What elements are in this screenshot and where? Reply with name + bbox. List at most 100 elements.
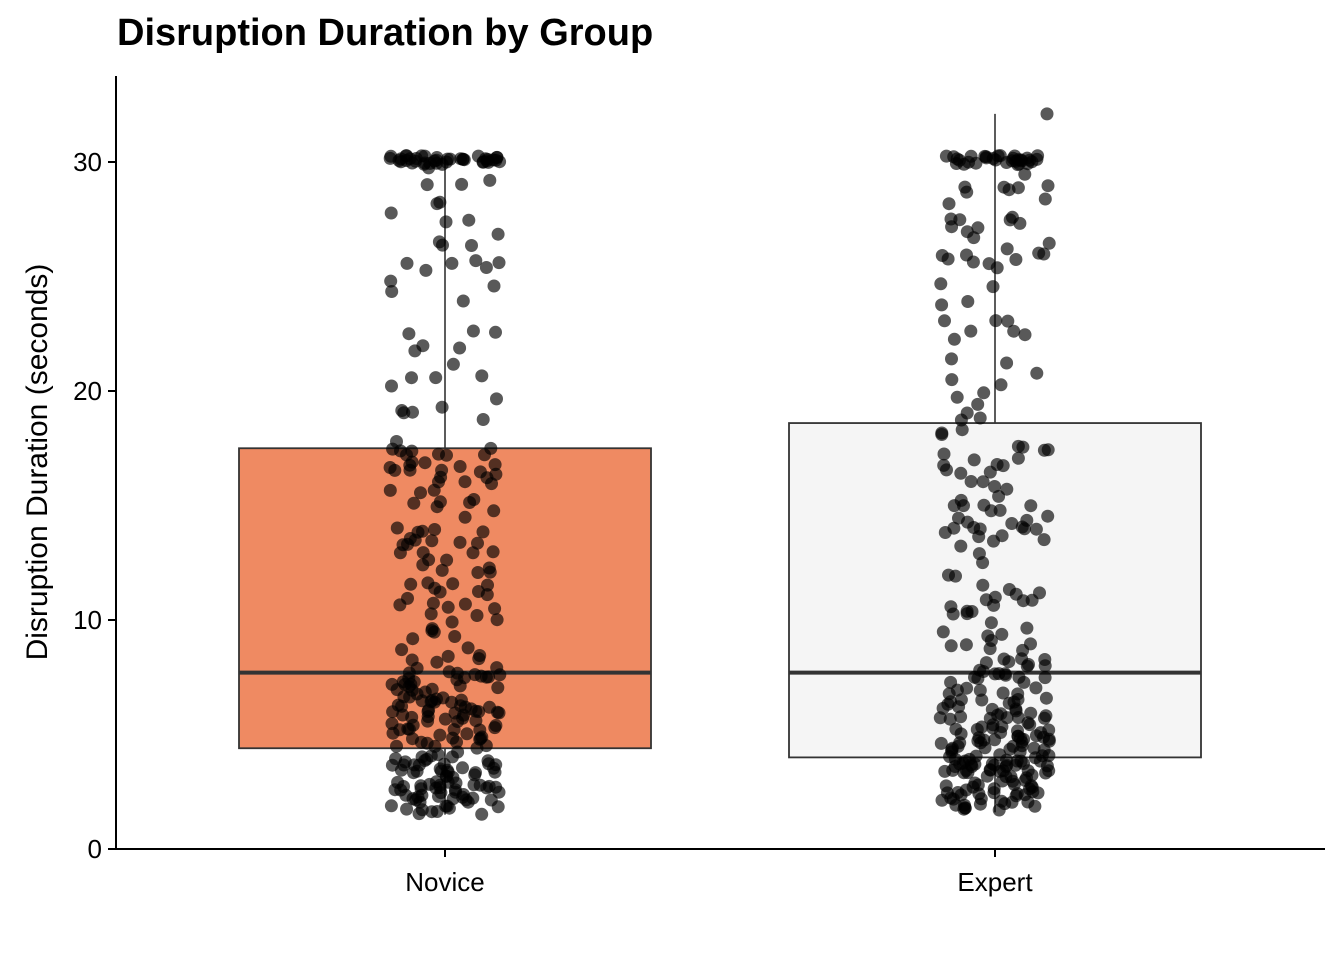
novice-data-point xyxy=(446,357,460,371)
novice-data-point xyxy=(443,152,457,166)
novice-data-point xyxy=(394,155,408,169)
expert-data-point xyxy=(986,280,1000,294)
novice-data-point xyxy=(434,470,448,484)
expert-data-point xyxy=(1024,706,1038,720)
novice-data-point xyxy=(430,500,444,514)
expert-data-point xyxy=(942,197,956,211)
novice-data-point xyxy=(429,371,443,385)
jitter-points-layer xyxy=(383,107,1056,821)
expert-data-point xyxy=(1005,517,1019,530)
expert-box xyxy=(788,422,1202,759)
novice-data-point xyxy=(448,630,462,643)
expert-data-point xyxy=(964,475,978,488)
expert-data-point xyxy=(937,458,951,472)
expert-data-point xyxy=(1041,509,1055,523)
novice-data-point xyxy=(479,261,493,274)
novice-data-point xyxy=(395,404,409,417)
expert-data-point xyxy=(1030,366,1044,380)
novice-data-point xyxy=(459,793,473,807)
expert-data-point xyxy=(969,749,983,763)
expert-data-point xyxy=(1011,451,1025,465)
novice-data-point xyxy=(468,668,482,682)
expert-data-point xyxy=(943,712,957,726)
novice-data-point xyxy=(384,149,398,163)
novice-data-point xyxy=(469,714,483,728)
novice-data-point xyxy=(476,155,490,169)
novice-data-point xyxy=(471,566,485,579)
novice-data-point xyxy=(473,465,487,479)
x-tick-label-expert: Expert xyxy=(957,867,1033,897)
expert-data-point xyxy=(934,277,948,291)
novice-data-point xyxy=(384,274,398,288)
expert-data-point xyxy=(1011,181,1025,195)
novice-data-point xyxy=(446,577,460,591)
novice-data-point xyxy=(402,327,416,341)
expert-data-point xyxy=(960,681,974,695)
expert-data-point xyxy=(945,220,959,234)
novice-data-point xyxy=(416,546,430,560)
novice-data-point xyxy=(402,666,416,680)
expert-data-point xyxy=(1022,658,1035,671)
novice-data-point xyxy=(405,653,419,667)
novice-data-point xyxy=(401,591,414,605)
expert-data-point xyxy=(1011,439,1025,453)
expert-max-point xyxy=(1040,107,1054,121)
expert-data-point xyxy=(997,180,1011,194)
novice-data-point xyxy=(441,649,455,663)
novice-data-point xyxy=(490,392,503,406)
novice-data-point xyxy=(468,768,482,782)
chart-title: Disruption Duration by Group xyxy=(117,12,654,54)
novice-data-point xyxy=(425,534,439,548)
novice-data-point xyxy=(390,521,404,535)
expert-data-point xyxy=(1016,643,1030,657)
expert-data-point xyxy=(938,764,952,778)
expert-data-point xyxy=(1032,246,1046,260)
expert-data-point xyxy=(1000,482,1014,496)
novice-data-point xyxy=(458,475,472,489)
novice-data-point xyxy=(424,607,438,621)
expert-data-point xyxy=(1000,242,1014,256)
novice-data-point xyxy=(491,681,505,695)
expert-data-point xyxy=(957,499,970,513)
expert-data-point xyxy=(938,314,951,328)
novice-data-point xyxy=(433,728,447,742)
novice-data-point xyxy=(391,775,405,789)
expert-data-point xyxy=(939,149,953,163)
novice-data-point xyxy=(385,379,398,393)
novice-data-point xyxy=(487,279,501,293)
novice-data-point xyxy=(414,486,427,500)
expert-data-point xyxy=(934,736,948,750)
novice-data-point xyxy=(421,710,435,724)
novice-data-point xyxy=(441,600,455,614)
expert-data-point xyxy=(1023,718,1037,732)
expert-data-point xyxy=(994,707,1008,721)
expert-data-point xyxy=(1041,179,1055,193)
novice-data-point xyxy=(469,254,483,268)
expert-data-point xyxy=(1017,757,1030,770)
expert-data-point xyxy=(1025,768,1039,782)
novice-data-point xyxy=(403,690,417,704)
novice-data-point xyxy=(490,613,504,627)
novice-data-point xyxy=(482,779,496,793)
novice-data-point xyxy=(475,807,489,821)
expert-data-point xyxy=(971,734,985,748)
novice-data-point xyxy=(440,553,454,567)
expert-data-point xyxy=(1016,594,1030,608)
novice-data-point xyxy=(405,371,418,385)
expert-data-point xyxy=(950,390,964,404)
expert-data-point xyxy=(986,152,1000,165)
expert-data-point xyxy=(944,639,958,653)
novice-data-point xyxy=(433,195,447,209)
expert-data-point xyxy=(947,332,961,346)
expert-data-point xyxy=(935,298,949,312)
novice-data-point xyxy=(482,670,496,684)
expert-data-point xyxy=(988,480,1002,493)
expert-data-point xyxy=(1005,795,1019,809)
expert-data-point xyxy=(960,406,974,420)
novice-data-point xyxy=(401,722,415,736)
novice-data-point xyxy=(487,761,501,775)
expert-data-point xyxy=(945,373,959,387)
novice-data-point xyxy=(471,536,484,550)
novice-data-point xyxy=(453,460,467,473)
